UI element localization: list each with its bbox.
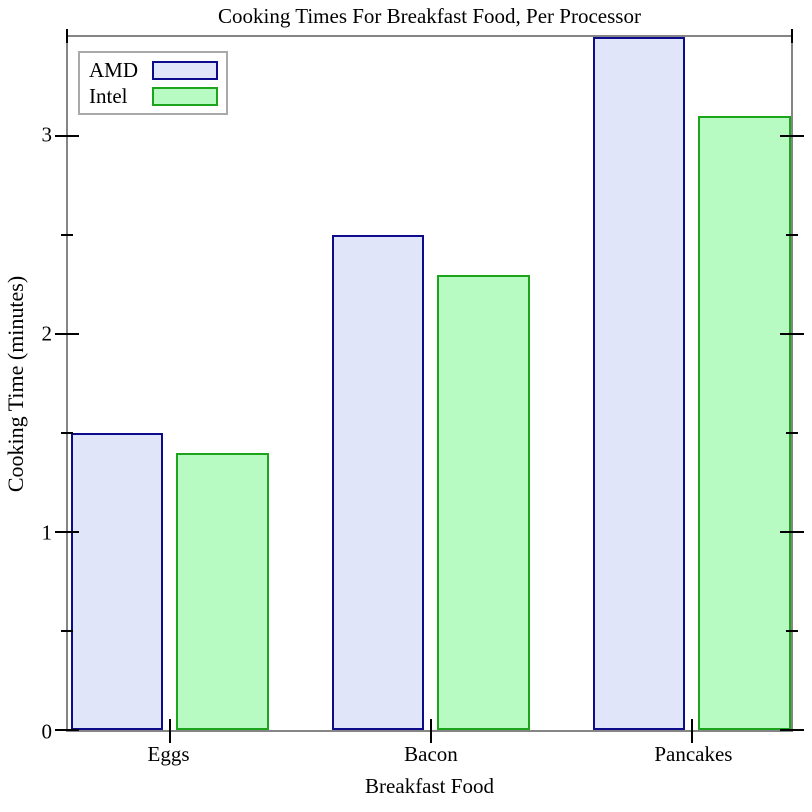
bar-amd-eggs — [70, 433, 164, 730]
bar-amd-bacon — [331, 235, 425, 730]
legend-swatch-intel — [152, 86, 218, 106]
y-tick-labels: 0 1 2 3 — [0, 35, 56, 742]
frame-corner-tick — [66, 29, 68, 43]
legend-row-intel: Intel — [89, 85, 218, 107]
y-major-tick — [55, 135, 79, 137]
y-tick-label: 2 — [41, 321, 53, 346]
x-tick — [690, 719, 693, 743]
y-major-tick — [55, 333, 79, 335]
x-tick — [429, 719, 432, 743]
x-tick — [168, 719, 171, 743]
y-minor-tick — [61, 234, 73, 236]
bar-amd-pancakes — [592, 37, 686, 730]
legend: AMD Intel — [78, 51, 228, 115]
legend-label-amd: AMD — [89, 57, 139, 82]
y-tick-label: 0 — [41, 719, 53, 744]
bar-intel-bacon — [437, 274, 530, 730]
y-major-tick — [780, 333, 804, 335]
y-minor-tick — [786, 630, 798, 632]
x-axis-title: Breakfast Food — [365, 774, 494, 798]
y-minor-tick — [786, 234, 798, 236]
y-minor-tick — [61, 630, 73, 632]
y-major-tick — [780, 531, 804, 533]
y-minor-tick — [61, 432, 73, 434]
bar-intel-pancakes — [698, 116, 791, 730]
plot-area — [55, 29, 804, 743]
x-tick-label-bacon: Bacon — [404, 742, 458, 766]
legend-row-amd: AMD — [89, 59, 218, 81]
y-tick-label: 1 — [41, 520, 53, 545]
y-tick-label: 3 — [41, 122, 53, 147]
legend-swatch-amd — [152, 60, 218, 80]
y-major-tick — [780, 135, 804, 137]
y-major-tick — [55, 531, 79, 533]
y-major-tick — [780, 729, 804, 731]
chart-title: Cooking Times For Breakfast Food, Per Pr… — [218, 4, 641, 28]
x-tick-label-eggs: Eggs — [147, 742, 190, 766]
bar-intel-eggs — [176, 452, 269, 730]
y-minor-tick — [786, 432, 798, 434]
y-major-tick — [55, 729, 79, 731]
x-tick-labels: Eggs Bacon Pancakes — [66, 744, 793, 770]
frame-corner-tick — [791, 29, 793, 43]
legend-label-intel: Intel — [89, 83, 128, 108]
x-tick-label-pancakes: Pancakes — [654, 742, 733, 766]
